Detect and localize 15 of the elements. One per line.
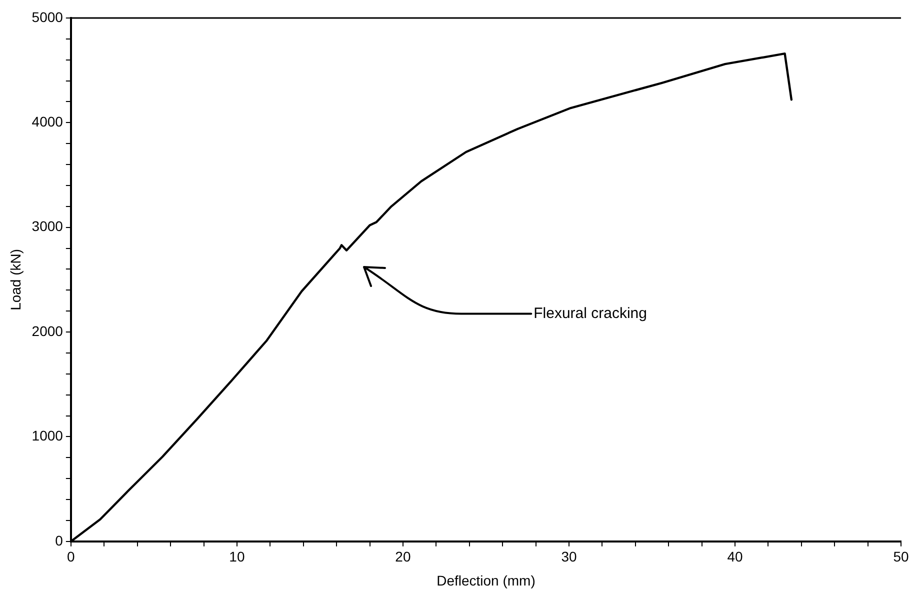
y-tick-label: 1000	[32, 428, 64, 444]
y-tick-label: 0	[55, 532, 64, 548]
x-tick-label: 30	[561, 548, 577, 565]
x-axis-title: Deflection (mm)	[436, 572, 536, 588]
annotation: Flexural cracking	[534, 304, 647, 322]
y-axis-title: Load (kN)	[7, 248, 24, 310]
y-tick-label: 4000	[32, 114, 64, 130]
x-tick-label: 40	[727, 548, 743, 565]
y-tick-label: 5000	[32, 8, 64, 25]
x-tick-label: 10	[229, 548, 245, 565]
x-tick-label: 50	[893, 548, 909, 565]
x-tick-label: 20	[395, 548, 411, 565]
x-tick-label: 0	[67, 548, 76, 565]
y-tick-label: 2000	[32, 322, 64, 339]
y-tick-label: 3000	[32, 218, 64, 234]
